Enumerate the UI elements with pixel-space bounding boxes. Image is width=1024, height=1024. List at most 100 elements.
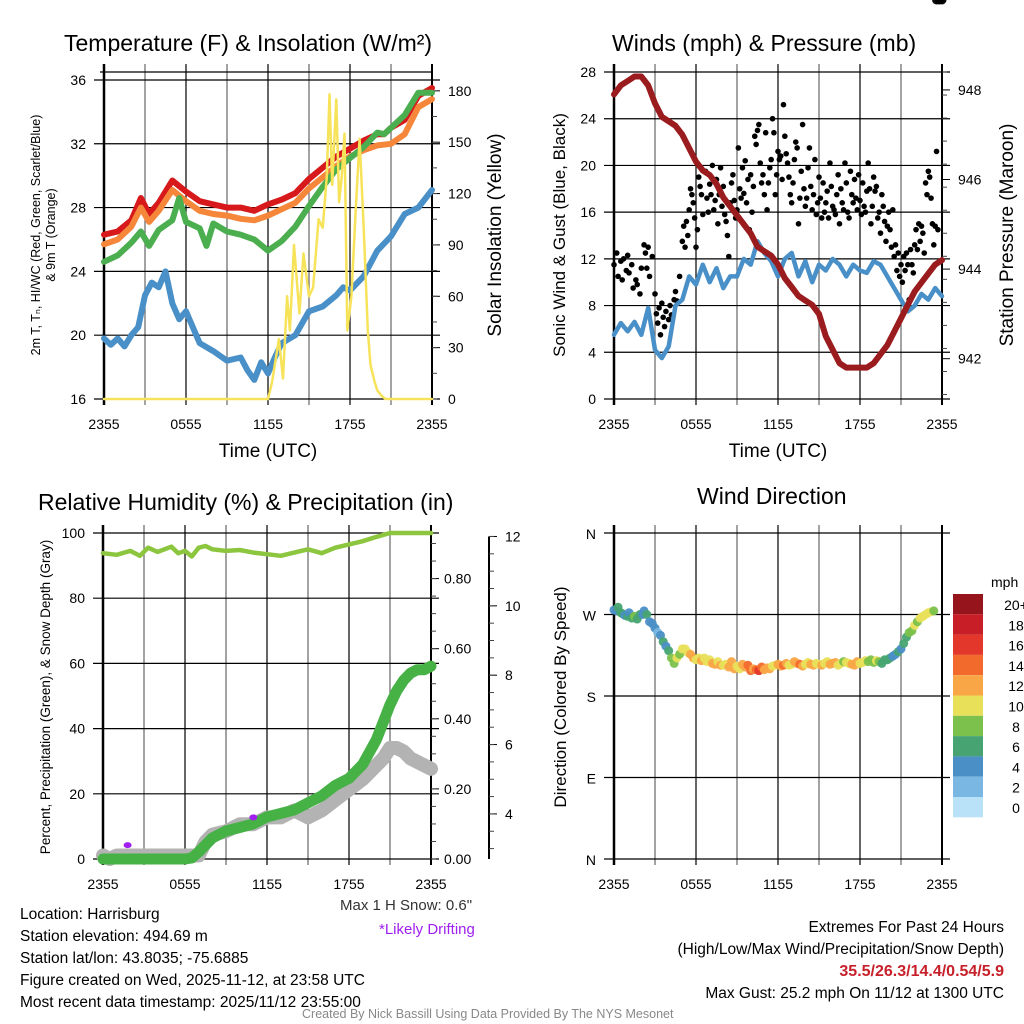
gust-point — [690, 200, 697, 206]
gust-point — [894, 267, 900, 274]
gust-point — [918, 223, 925, 229]
gust-point — [787, 191, 794, 198]
temp-title-text: Temperature (F) & Insolation (W/m²) — [64, 30, 433, 56]
colorbar-label: 2 — [1012, 780, 1020, 796]
gust-point — [850, 200, 856, 206]
gust-point — [697, 183, 703, 190]
gust-point — [853, 195, 859, 201]
gust-point — [783, 150, 789, 157]
gust-point — [792, 139, 799, 145]
x-tick-label: 2355 — [926, 876, 957, 892]
gust-point — [816, 174, 822, 180]
y-tick-label: 12 — [580, 251, 596, 267]
series-dew-point — [101, 89, 435, 265]
gust-point — [719, 203, 725, 210]
y-axis-label-line1: 2m T, Tₙ, HI/WC (Red, Green, Scarlet/Blu… — [29, 115, 43, 356]
rh-chart: 0 20 40 60 80 100 0.00 0.20 0.40 0.60 0.80 4 6 8 10 12 2… — [38, 525, 521, 892]
winds-chart-title: Winds (mph) & Pressure (mb) — [612, 30, 917, 56]
gust-point — [839, 200, 846, 206]
gust-point — [656, 305, 662, 311]
gust-point — [898, 261, 904, 268]
series-station-pressure — [611, 73, 945, 371]
gust-point — [803, 195, 810, 201]
gust-point — [741, 190, 747, 197]
gust-point — [812, 156, 818, 163]
y-axis-label: Direction (Colored By Speed) — [551, 586, 570, 807]
x-tick-label: 2355 — [415, 876, 446, 892]
y-tick-label: 32 — [70, 136, 86, 152]
x-tick-label: 2355 — [87, 876, 118, 892]
gust-point — [870, 174, 877, 180]
gust-point — [710, 207, 717, 213]
y2-tick-label: 0.60 — [444, 641, 471, 657]
gust-point — [742, 157, 748, 164]
wind-dir-point — [929, 606, 939, 616]
gust-point — [652, 291, 658, 297]
y3-tick-label: 10 — [505, 598, 521, 614]
colorbar-cell — [953, 634, 983, 655]
gust-point — [872, 188, 878, 194]
gust-point — [903, 250, 910, 256]
y2-tick-label: 0.40 — [444, 711, 471, 727]
gust-point — [895, 250, 902, 256]
gust-point — [873, 183, 880, 190]
gust-point — [728, 180, 735, 186]
max-snow-note: Max 1 H Snow: 0.6" — [340, 897, 473, 914]
gust-point — [855, 171, 862, 178]
x-tick-label: 1155 — [763, 876, 793, 892]
gust-point — [660, 314, 666, 321]
gust-point — [715, 221, 721, 227]
gust-point — [638, 265, 645, 272]
colorbar-label: 14 — [1008, 658, 1024, 674]
gust-point — [933, 148, 940, 155]
gust-point — [820, 180, 826, 186]
gust-point — [862, 209, 869, 215]
y3-tick-label: 4 — [505, 806, 513, 822]
gust-point — [731, 197, 738, 204]
gust-point — [749, 209, 755, 215]
station-latlon: Station lat/lon: 43.8035; -75.6885 — [20, 950, 249, 967]
gust-point — [924, 191, 930, 198]
gust-point — [720, 183, 727, 190]
colorbar-cell — [953, 776, 983, 797]
x-axis-label: Time (UTC) — [729, 441, 828, 462]
gust-point — [921, 250, 928, 256]
gust-point — [847, 168, 854, 175]
y-tick-label: 0 — [77, 851, 85, 867]
extremes-values: 35.5/26.3/14.4/0.54/5.9 — [839, 963, 1004, 980]
colorbar-cell — [953, 736, 983, 757]
gust-point — [791, 156, 798, 163]
gust-point — [798, 168, 805, 175]
gust-point — [753, 141, 759, 148]
colorbar-cell — [953, 675, 983, 696]
y3-tick-label: 6 — [505, 737, 513, 753]
colorbar-cell — [953, 695, 983, 716]
y-tick-label: 8 — [588, 298, 596, 314]
gust-point — [712, 197, 718, 204]
gust-point — [851, 176, 858, 183]
gust-point — [823, 200, 829, 206]
y2-tick-label: 944 — [958, 261, 982, 277]
gust-point — [902, 267, 908, 274]
gust-point — [868, 221, 874, 227]
gust-point — [661, 323, 668, 330]
y-tick-label: 40 — [69, 721, 85, 737]
gust-point — [672, 288, 679, 295]
gust-point — [833, 191, 840, 198]
figure-created: Figure created on Wed, 2025-11-12, at 23… — [20, 972, 365, 989]
x-tick-label: 0555 — [169, 876, 200, 892]
x-tick-label: 1155 — [763, 416, 793, 432]
credit-text: Created By Nick Bassill Using Data Provi… — [302, 1007, 674, 1021]
gust-point — [615, 273, 621, 280]
gust-point — [887, 226, 893, 233]
gust-point — [704, 195, 710, 201]
gust-point — [698, 191, 705, 198]
gust-point — [846, 215, 852, 221]
y2-tick-label: 30 — [448, 340, 464, 356]
gust-point — [764, 207, 770, 213]
temp-chart-title: Temperature (F) & Insolation (W/m²) — [64, 30, 432, 57]
gust-point — [858, 211, 865, 218]
gust-point — [663, 308, 669, 315]
gust-point — [724, 232, 731, 239]
